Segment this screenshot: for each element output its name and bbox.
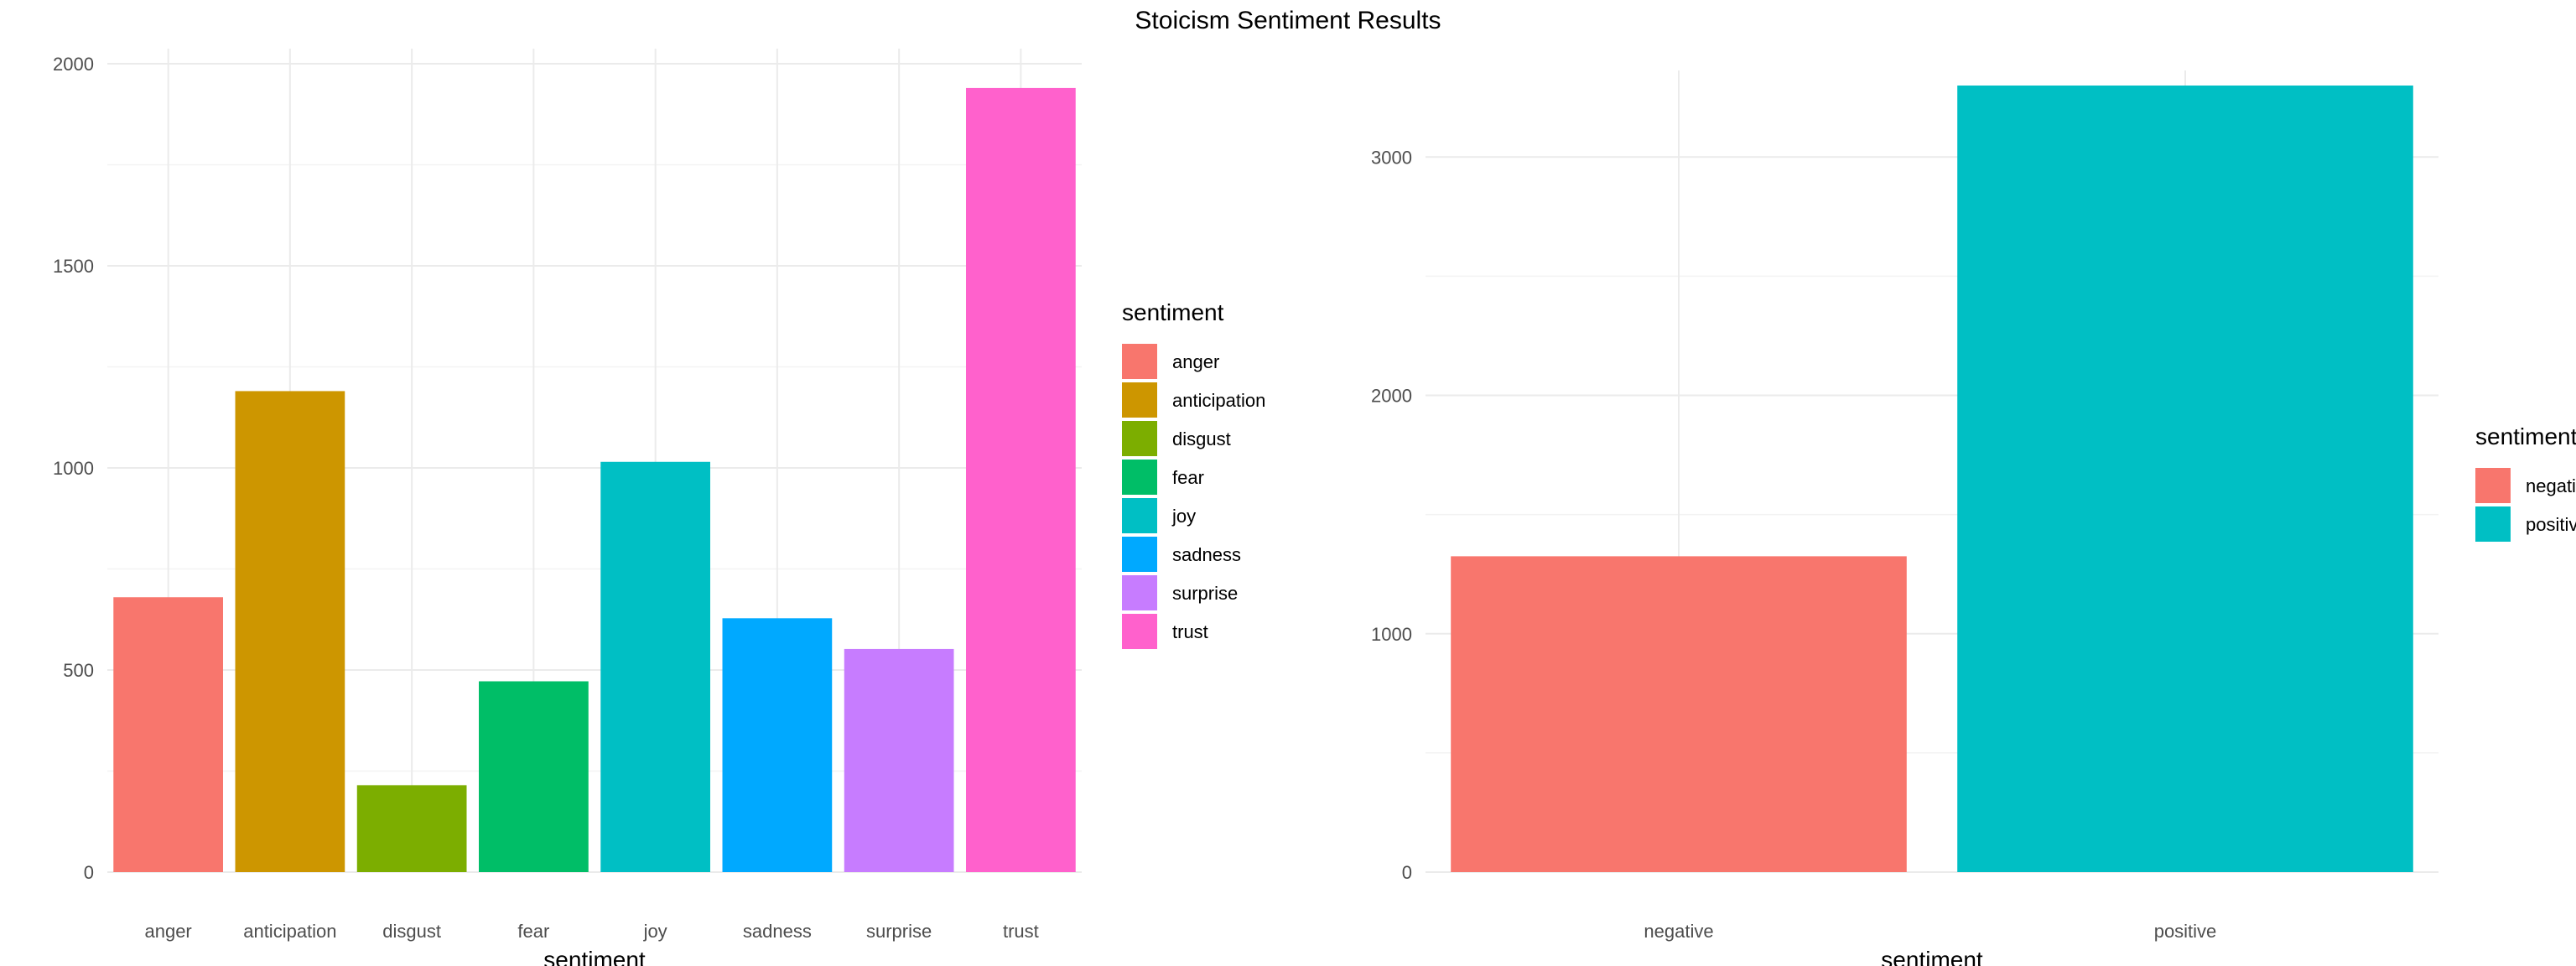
emotion-x-tick-label-anger: anger [144,921,191,942]
polarity-y-tick-label: 2000 [1371,386,1412,407]
polarity-bars [1451,86,2413,872]
polarity-legend-label-positive: positive [2526,514,2576,535]
emotion-y-tick-label: 500 [63,660,94,681]
polarity-legend-title: sentiment [2475,423,2576,449]
emotion-y-tick-label: 1500 [53,256,94,277]
emotion-legend-title: sentiment [1122,299,1224,325]
emotion-x-tick-label-surprise: surprise [866,921,932,942]
emotion-y-tick-label: 2000 [53,54,94,75]
emotion-legend-label-sadness: sadness [1172,544,1241,565]
emotion-legend-key-joy [1122,498,1157,533]
polarity-legend-key-negative [2475,468,2511,503]
emotion-x-tick-label-fear: fear [517,921,549,942]
emotion-legend: sentiment anger anticipation disgust fear joy… [1122,299,1265,649]
emotion-x-tick-label-sadness: sadness [743,921,812,942]
emotion-legend-label-trust: trust [1172,621,1208,642]
emotion-legend-key-fear [1122,460,1157,495]
emotion-bar-surprise [844,648,954,872]
emotion-legend-key-trust [1122,614,1157,649]
emotion-bar-sadness [722,618,833,872]
polarity-legend-key-positive [2475,506,2511,542]
emotion-bar-trust [966,87,1076,873]
emotion-x-axis-title: sentiment [543,947,646,966]
polarity-y-tick-label: 1000 [1371,624,1412,645]
emotion-bar-disgust [356,785,467,872]
polarity-legend: sentiment negative positive [2475,423,2576,542]
emotion-legend-label-disgust: disgust [1172,428,1231,449]
emotion-y-tick-label: 1000 [53,458,94,479]
emotion-x-tick-label-anticipation: anticipation [243,921,336,942]
polarity-x-tick-label-negative: negative [1644,921,1713,942]
emotion-bar-fear [479,681,589,872]
emotion-x-tick-label-trust: trust [1003,921,1039,942]
emotion-bar-anger [113,597,223,872]
emotion-legend-key-anger [1122,344,1157,379]
emotion-bars [113,87,1076,873]
emotion-x-tick-label-disgust: disgust [382,921,441,942]
emotion-legend-key-surprise [1122,575,1157,610]
polarity-y-tick-label: 0 [1402,862,1412,883]
emotion-y-tick-label: 0 [84,862,94,883]
polarity-x-tick-label-positive: positive [2154,921,2217,942]
emotion-legend-label-joy: joy [1171,506,1196,527]
emotion-legend-label-fear: fear [1172,467,1204,488]
chart-title: Stoicism Sentiment Results [1135,7,1441,34]
polarity-x-axis-title: sentiment [1881,947,1983,966]
emotion-legend-key-disgust [1122,421,1157,456]
emotion-x-tick-label-joy: joy [643,921,667,942]
emotion-bar-anticipation [235,391,345,872]
emotion-legend-label-surprise: surprise [1172,583,1238,604]
emotion-legend-label-anticipation: anticipation [1172,390,1265,411]
emotion-chart-panel: 0 500 1000 1500 2000 anger anticipation disgust… [53,49,1265,966]
polarity-bar-negative [1451,556,1907,872]
emotion-legend-key-anticipation [1122,382,1157,418]
emotion-legend-key-sadness [1122,537,1157,572]
emotion-bar-joy [600,461,710,872]
emotion-legend-label-anger: anger [1172,351,1219,372]
polarity-y-tick-label: 3000 [1371,147,1412,168]
polarity-legend-label-negative: negative [2526,475,2576,496]
polarity-bar-positive [1957,86,2413,872]
